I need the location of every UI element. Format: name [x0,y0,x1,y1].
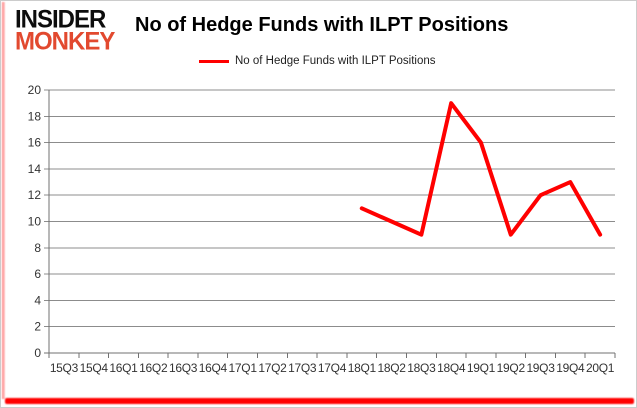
x-tick-label: 19Q4 [556,361,585,375]
x-tick-label: 18Q2 [378,361,407,375]
x-tick-label: 18Q4 [437,361,466,375]
y-tick-label: 10 [28,215,42,229]
x-tick-label: 19Q2 [497,361,526,375]
x-tick-label: 15Q4 [80,361,109,375]
y-tick-label: 14 [28,162,42,176]
logo-text-monkey: MONKEY [15,27,115,56]
x-tick-label: 17Q4 [318,361,347,375]
legend-line-marker [199,59,229,63]
y-tick-label: 18 [28,109,42,123]
series-line [359,101,603,237]
x-tick-label: 20Q1 [586,361,615,375]
x-tick-label: 15Q3 [50,361,79,375]
x-tick-label: 16Q3 [169,361,198,375]
legend-label: No of Hedge Funds with ILPT Positions [235,55,436,67]
x-tick-label: 17Q3 [288,361,317,375]
x-tick-label: 16Q1 [109,361,138,375]
y-tick-label: 20 [28,83,42,97]
x-tick-label: 16Q4 [199,361,228,375]
y-tick-label: 4 [34,293,41,307]
insider-monkey-logo: INSIDER MONKEY [15,5,115,56]
page-title: No of Hedge Funds with ILPT Positions [135,14,509,36]
y-tick-label: 16 [28,136,42,150]
x-tick-label: 16Q2 [139,361,168,375]
x-tick-label: 17Q1 [229,361,258,375]
logo-text-insider: INSIDER [15,5,106,34]
y-tick-label: 8 [34,241,41,255]
y-tick-label: 2 [34,320,41,334]
x-tick-label: 19Q3 [526,361,555,375]
x-tick-label: 18Q1 [348,361,377,375]
y-tick-label: 0 [34,346,41,360]
x-tick-label: 18Q3 [407,361,436,375]
x-tick-label: 19Q1 [467,361,496,375]
x-tick-label: 17Q2 [258,361,287,375]
y-tick-label: 12 [28,188,42,202]
y-tick-label: 6 [34,267,41,281]
legend: No of Hedge Funds with ILPT Positions [199,53,436,69]
